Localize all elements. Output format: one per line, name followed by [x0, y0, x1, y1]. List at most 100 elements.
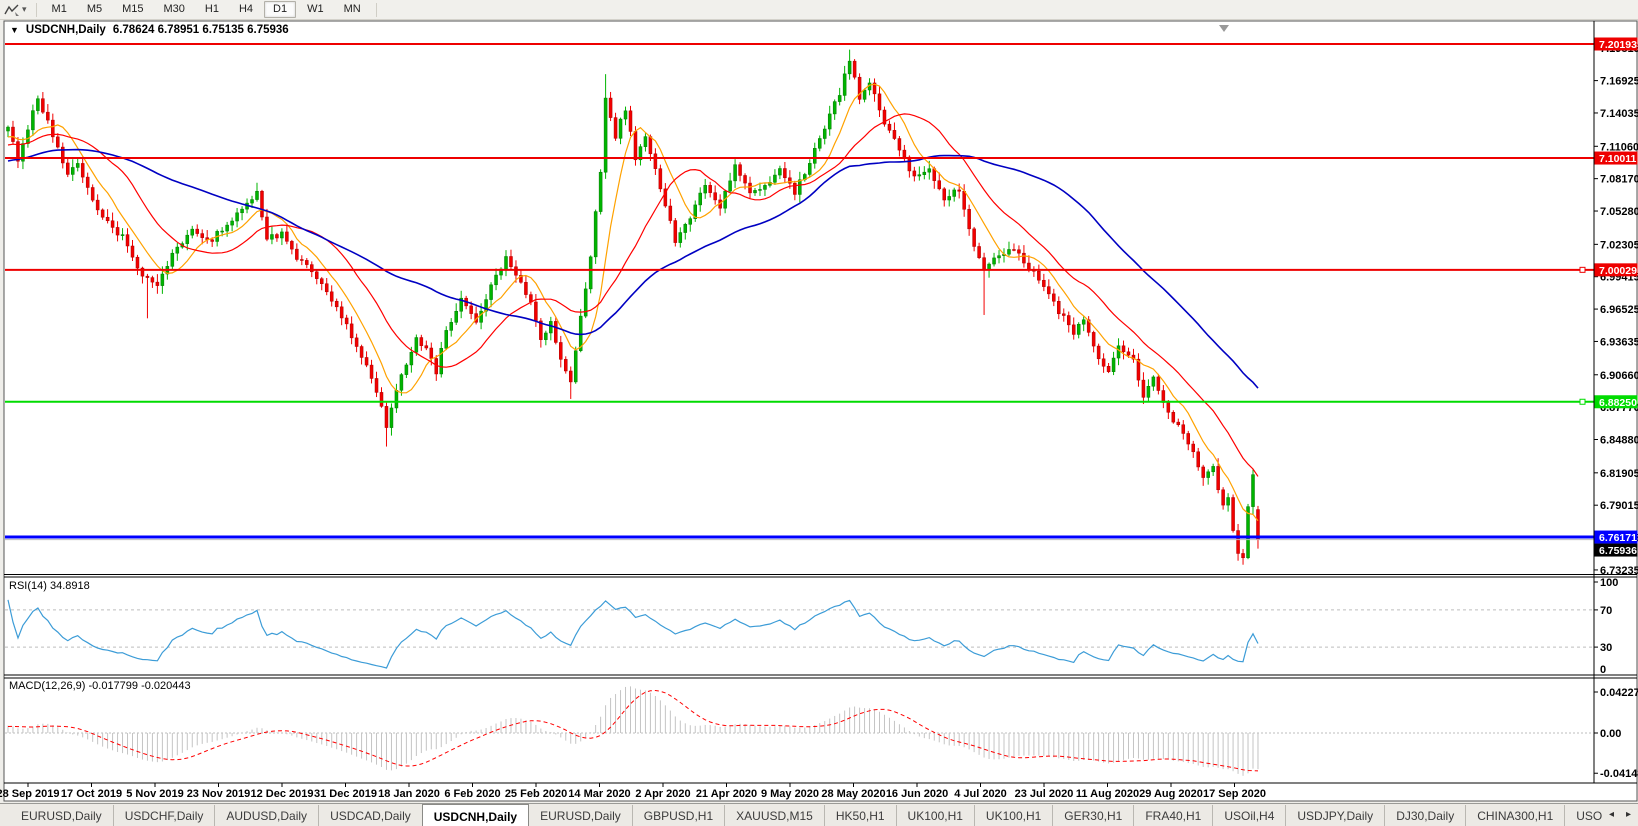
toolbar: ▾ M1 M5 M15 M30 H1 H4 D1 W1 MN: [0, 0, 1638, 20]
chart-tab-eurusd-daily[interactable]: EURUSD,Daily: [540, 809, 621, 823]
macd-name: MACD(12,26,9): [9, 680, 86, 692]
chart-ohlc-values: 6.78624 6.78951 6.75135 6.75936: [112, 24, 289, 36]
svg-text:7.10011: 7.10011: [1599, 153, 1637, 165]
chart-symbol-label: USDCNH,Daily: [25, 24, 106, 36]
svg-text:9 May 2020: 9 May 2020: [761, 788, 819, 800]
price-chart-canvas[interactable]: 7.198157.169257.140357.110607.081707.052…: [0, 19, 1638, 803]
chart-tab-bar: EURUSD,Daily USDCHF,Daily AUDUSD,Daily USDC…: [0, 803, 1638, 826]
chart-tab-dj30-daily[interactable]: DJ30,Daily: [1384, 805, 1465, 826]
svg-text:6.90660: 6.90660: [1600, 370, 1638, 382]
chart-tab-china300-h1[interactable]: CHINA300,H1: [1465, 805, 1564, 826]
svg-text:28 May 2020: 28 May 2020: [821, 788, 885, 800]
price-label-7.10011[interactable]: [1594, 151, 1638, 165]
date-axis[interactable]: 28 Sep 2019 17 Oct 2019 5 Nov 2019 23 Nov 2…: [0, 783, 1266, 800]
chart-tab-eurusd-daily[interactable]: EURUSD,Daily: [21, 809, 102, 823]
svg-text:4 Jul 2020: 4 Jul 2020: [954, 788, 1007, 800]
svg-text:7.11060: 7.11060: [1600, 141, 1638, 153]
timeframe-button-m1[interactable]: M1: [51, 3, 67, 15]
timeframe-button-h4[interactable]: H4: [238, 3, 254, 15]
svg-text:6.76171: 6.76171: [1599, 532, 1637, 544]
chart-title: ▼ USDCNH,Daily 6.78624 6.78951 6.75135 6…: [10, 24, 289, 36]
ma-line-50: [7, 148, 1259, 389]
svg-text:6.73235: 6.73235: [1600, 565, 1638, 577]
svg-text:16 Jun 2020: 16 Jun 2020: [886, 788, 948, 800]
timeframe-button-h1[interactable]: H1: [204, 3, 219, 15]
svg-text:6.84880: 6.84880: [1600, 435, 1638, 447]
chart-tab-usdchf-daily[interactable]: USDCHF,Daily: [112, 805, 215, 826]
chart-shift-marker[interactable]: [1219, 25, 1229, 32]
hline-handle[interactable]: [1579, 398, 1586, 405]
timeframe-button-w1[interactable]: W1: [307, 3, 324, 15]
svg-text:7.05280: 7.05280: [1600, 206, 1638, 218]
svg-text:17 Sep 2020: 17 Sep 2020: [1203, 788, 1266, 800]
macd-values: -0.017799 -0.020443: [88, 680, 191, 692]
chart-tab-usoil-h[interactable]: USOil,H: [1564, 805, 1602, 826]
ma-line-20: [7, 113, 1259, 477]
svg-text:31 Dec 2019: 31 Dec 2019: [314, 788, 377, 800]
rsi-name: RSI(14): [9, 580, 47, 592]
chart-cursor-icon: [4, 4, 19, 16]
toolbar-separator: [35, 2, 37, 17]
chart-tabs: EURUSD,Daily USDCHF,Daily AUDUSD,Daily USDC…: [10, 804, 1602, 826]
hline-handle[interactable]: [1579, 266, 1586, 273]
chart-tab-usdcad-daily[interactable]: USDCAD,Daily: [318, 805, 422, 826]
chart-tab-xauusd-m15[interactable]: XAUUSD,M15: [724, 805, 824, 826]
price-label-6.76171[interactable]: [1594, 530, 1638, 544]
chart-tab-uk100-h1[interactable]: UK100,H1: [973, 805, 1052, 826]
svg-text:23 Nov 2019: 23 Nov 2019: [187, 788, 251, 800]
timeframe-button-m15[interactable]: M15: [122, 3, 144, 15]
timeframe-button-mn[interactable]: MN: [343, 3, 361, 15]
rsi-header: RSI(14) 34.8918: [9, 580, 90, 592]
timeframe-button-d1[interactable]: D1: [264, 1, 297, 18]
macd-header: MACD(12,26,9) -0.017799 -0.020443: [9, 680, 191, 692]
svg-text:6.75936: 6.75936: [1599, 545, 1637, 557]
svg-text:0: 0: [1600, 664, 1606, 676]
price-label-7.00029[interactable]: [1594, 263, 1638, 277]
tab-scroll-right-button[interactable]: ▸: [1625, 809, 1632, 820]
current-price-label: [1594, 543, 1638, 557]
macd-signal-line: [7, 689, 1259, 772]
chart-tab-usoil-h4[interactable]: USOil,H4: [1212, 805, 1285, 826]
svg-text:0.042275: 0.042275: [1600, 687, 1638, 699]
price-label-6.88250[interactable]: [1594, 395, 1638, 409]
rsi-value: 34.8918: [49, 580, 90, 592]
collapse-icon[interactable]: ▼: [10, 25, 19, 35]
svg-text:17 Oct 2019: 17 Oct 2019: [61, 788, 122, 800]
chart-tab-fra40-h1[interactable]: FRA40,H1: [1133, 805, 1212, 826]
chart-window[interactable]: 7.198157.169257.140357.110607.081707.052…: [0, 19, 1638, 802]
chart-frame: [3, 20, 1638, 802]
ma-line-8: [7, 83, 1259, 522]
chart-tab-ger30-h1[interactable]: GER30,H1: [1052, 805, 1133, 826]
timeframe-button-m30[interactable]: M30: [163, 3, 185, 15]
svg-text:6.96525: 6.96525: [1600, 304, 1638, 316]
price-axis[interactable]: 7.198157.169257.140357.110607.081707.052…: [1594, 37, 1638, 781]
timeframe-button-group: M1 M5 M15 M30 H1 H4 D1 W1 MN: [42, 1, 371, 18]
timeframe-button-m5[interactable]: M5: [86, 3, 103, 15]
chart-tools-button[interactable]: ▾: [0, 1, 31, 18]
chart-tab-uk100-h1[interactable]: UK100,H1: [895, 805, 974, 826]
tab-scroll-left-button[interactable]: ◂: [1608, 809, 1615, 820]
svg-text:6.81905: 6.81905: [1600, 468, 1638, 480]
chart-tab-usdcnh-daily[interactable]: USDCNH,Daily: [421, 804, 530, 826]
chart-tab-audusd-daily[interactable]: AUDUSD,Daily: [214, 805, 318, 826]
svg-text:100: 100: [1600, 577, 1618, 589]
svg-text:21 Apr 2020: 21 Apr 2020: [696, 788, 757, 800]
chart-tab-hk50-h1[interactable]: HK50,H1: [823, 805, 896, 826]
svg-text:7.08170: 7.08170: [1600, 174, 1638, 186]
chart-tab-gbpusd-h1[interactable]: GBPUSD,H1: [631, 805, 724, 826]
svg-text:14 Mar 2020: 14 Mar 2020: [568, 788, 630, 800]
chart-tab-usdjpy-daily[interactable]: USDJPY,Daily: [1285, 805, 1384, 826]
macd-panel: [5, 686, 1593, 776]
dropdown-arrow-icon[interactable]: ▾: [22, 4, 27, 14]
svg-text:-0.04148: -0.04148: [1600, 768, 1638, 780]
svg-text:7.00029: 7.00029: [1599, 265, 1637, 277]
svg-text:23 Jul 2020: 23 Jul 2020: [1015, 788, 1074, 800]
svg-text:25 Feb 2020: 25 Feb 2020: [505, 788, 567, 800]
price-label-7.20193[interactable]: [1594, 37, 1638, 51]
svg-text:70: 70: [1600, 605, 1612, 617]
svg-text:6.79015: 6.79015: [1600, 500, 1638, 512]
svg-text:2 Apr 2020: 2 Apr 2020: [635, 788, 690, 800]
svg-text:7.20193: 7.20193: [1599, 39, 1637, 51]
svg-text:28 Sep 2019: 28 Sep 2019: [0, 788, 60, 800]
